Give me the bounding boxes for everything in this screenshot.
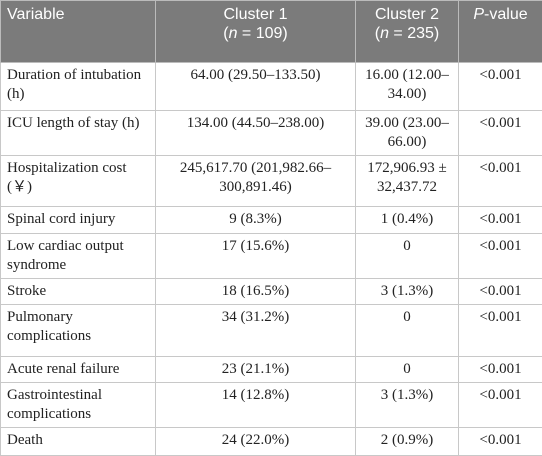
header-text: P: [473, 6, 484, 23]
value-cell: 3 (1.3%): [356, 383, 459, 428]
value-cell: <0.001: [459, 63, 542, 111]
value-cell: <0.001: [459, 305, 542, 357]
variable-cell: Stroke: [1, 279, 156, 305]
value-cell: <0.001: [459, 357, 542, 383]
value-cell: 245,617.70 (201,982.66–300,891.46): [156, 156, 356, 207]
value-cell: 34 (31.2%): [156, 305, 356, 357]
value-cell: 24 (22.0%): [156, 428, 356, 456]
value-cell: <0.001: [459, 111, 542, 156]
value-cell: 0: [356, 234, 459, 279]
header-text: = 109): [237, 25, 287, 42]
header-text: Variable: [7, 6, 65, 23]
value-cell: 0: [356, 357, 459, 383]
value-cell: 17 (15.6%): [156, 234, 356, 279]
value-cell: 18 (16.5%): [156, 279, 356, 305]
header-text: n: [380, 25, 389, 42]
variable-cell: Pulmonary complications: [1, 305, 156, 357]
value-cell: <0.001: [459, 428, 542, 456]
value-cell: 39.00 (23.00–66.00): [356, 111, 459, 156]
table-row: Duration of intubation (h)64.00 (29.50–1…: [1, 63, 542, 111]
header-text: Cluster 2: [375, 6, 439, 23]
table-row: ICU length of stay (h)134.00 (44.50–238.…: [1, 111, 542, 156]
header-text: = 235): [389, 25, 439, 42]
value-cell: <0.001: [459, 279, 542, 305]
variable-cell: Acute renal failure: [1, 357, 156, 383]
header-text: -value: [484, 6, 528, 23]
table-body: Duration of intubation (h)64.00 (29.50–1…: [1, 63, 542, 456]
table-row: Hospitalization cost (￥)245,617.70 (201,…: [1, 156, 542, 207]
value-cell: <0.001: [459, 234, 542, 279]
header-cell: Cluster 1(n = 109): [156, 1, 356, 63]
value-cell: 0: [356, 305, 459, 357]
value-cell: 134.00 (44.50–238.00): [156, 111, 356, 156]
value-cell: <0.001: [459, 207, 542, 234]
value-cell: 64.00 (29.50–133.50): [156, 63, 356, 111]
header-row: Variable Cluster 1(n = 109) Cluster 2(n …: [1, 1, 542, 63]
value-cell: 16.00 (12.00–34.00): [356, 63, 459, 111]
variable-cell: Hospitalization cost (￥): [1, 156, 156, 207]
page: Variable Cluster 1(n = 109) Cluster 2(n …: [0, 0, 542, 438]
value-cell: 9 (8.3%): [156, 207, 356, 234]
value-cell: 23 (21.1%): [156, 357, 356, 383]
value-cell: <0.001: [459, 156, 542, 207]
value-cell: 3 (1.3%): [356, 279, 459, 305]
header-cell: Variable: [1, 1, 156, 63]
header-cell: Cluster 2(n = 235): [356, 1, 459, 63]
variable-cell: Duration of intubation (h): [1, 63, 156, 111]
variable-cell: Spinal cord injury: [1, 207, 156, 234]
value-cell: 1 (0.4%): [356, 207, 459, 234]
header-cell: P-value: [459, 1, 542, 63]
value-cell: 2 (0.9%): [356, 428, 459, 456]
variable-cell: Low cardiac output syndrome: [1, 234, 156, 279]
value-cell: 14 (12.8%): [156, 383, 356, 428]
variable-cell: ICU length of stay (h): [1, 111, 156, 156]
variable-cell: Gastrointestinal complications: [1, 383, 156, 428]
value-cell: 172,906.93 ± 32,437.72: [356, 156, 459, 207]
variable-cell: Death: [1, 428, 156, 456]
header-text: Cluster 1: [223, 6, 287, 23]
value-cell: <0.001: [459, 383, 542, 428]
